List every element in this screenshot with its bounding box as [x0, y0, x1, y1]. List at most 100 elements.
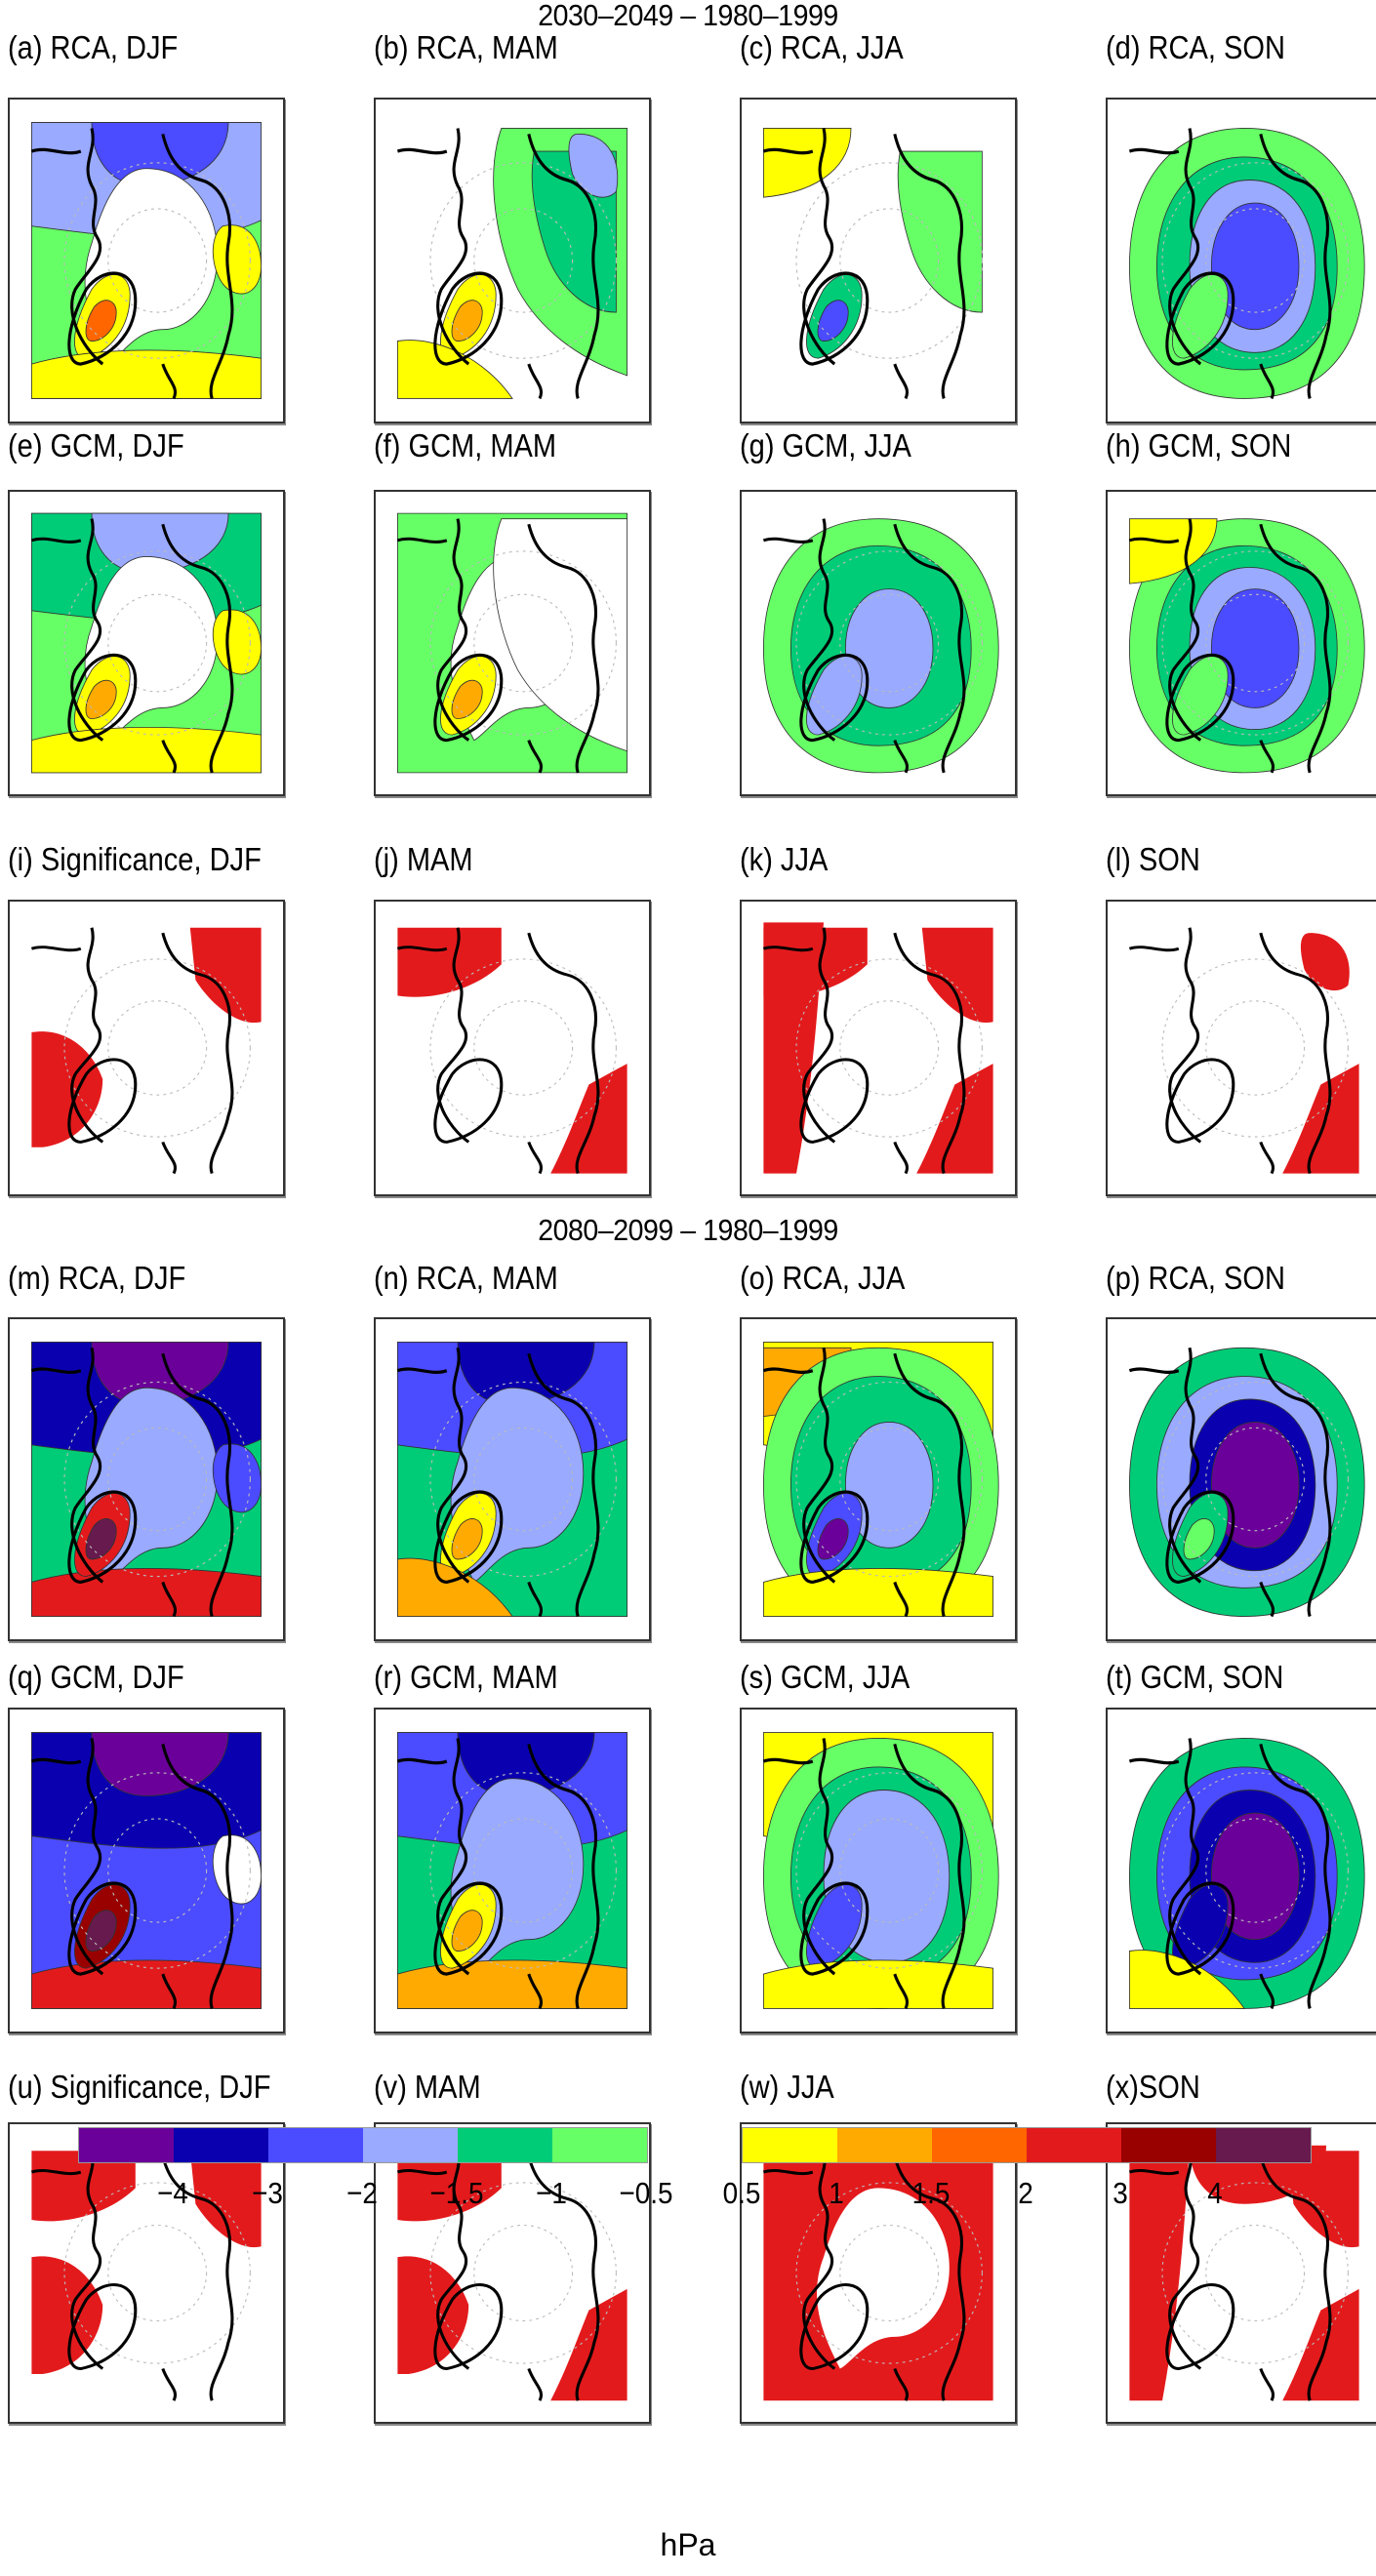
colorbar-tick-label: 0.5: [722, 2176, 761, 2210]
coastline: [1165, 1490, 1235, 1585]
map-panel-m: [8, 1317, 285, 1641]
significance-region-leftBand: [1129, 2145, 1190, 2401]
map-panel-o: [740, 1317, 1017, 1641]
coastline: [1259, 363, 1275, 400]
contour-region-greenlandS: [85, 1910, 117, 1952]
map-panel-f: [374, 490, 651, 796]
map-svg-m: [30, 1341, 263, 1618]
coastline: [893, 740, 909, 774]
graticule-circle: [1205, 2224, 1306, 2322]
contour-region-leftTop: [762, 128, 852, 198]
coastline: [30, 147, 82, 155]
map-panel-k: [740, 900, 1017, 1196]
coastline: [799, 653, 870, 743]
significance-region-sigTopRight: [189, 927, 262, 1024]
coastline: [527, 2368, 543, 2401]
colorbar-swatch-neg-4: [458, 2128, 552, 2162]
coastline: [1259, 1743, 1332, 2009]
map-panel-d: [1106, 98, 1376, 423]
contour-region-bottomL: [1128, 1950, 1245, 2009]
coastline: [396, 147, 448, 155]
map-svg-b: [396, 128, 628, 400]
map-panel-q: [8, 1708, 285, 2033]
coastline: [527, 1352, 600, 1618]
coastline: [433, 1490, 504, 1585]
map-panel-j: [374, 900, 651, 1196]
coastline: [1165, 1058, 1235, 1144]
coastline: [433, 271, 504, 366]
coastline: [396, 946, 448, 952]
coastline: [762, 1367, 814, 1374]
graticule-circle: [1161, 1772, 1349, 1969]
map-svg-l: [1128, 927, 1359, 1175]
graticule-circle: [795, 162, 983, 359]
coastline: [893, 133, 966, 399]
panel-title-r: (r) GCM, MAM: [374, 1659, 558, 1695]
colorbar-tick-label: −1: [536, 2176, 567, 2210]
graticule-circle: [1205, 593, 1306, 693]
coastline: [161, 523, 234, 774]
significance-region-sigBotRight: [916, 1064, 993, 1174]
graticule-circle: [795, 550, 983, 736]
significance-region-sigTopRight: [921, 927, 993, 1024]
panel-title-b: (b) RCA, MAM: [374, 29, 558, 65]
contour-region-greenlandS: [1183, 1518, 1215, 1560]
coastline: [893, 2368, 909, 2401]
coastline: [1165, 2283, 1235, 2371]
panel-title-h: (h) GCM, SON: [1106, 427, 1292, 463]
coastline: [396, 537, 448, 543]
graticule-circle: [1205, 208, 1306, 313]
panel-title-v: (v) MAM: [374, 2069, 481, 2105]
contour-region-bottom: [762, 1567, 994, 1618]
coastline: [1259, 1973, 1275, 2010]
coastline: [762, 147, 814, 155]
map-panel-v: [374, 2122, 651, 2424]
coastline: [433, 653, 504, 743]
contour-region-bottomL: [396, 1557, 513, 1618]
coastline: [161, 363, 177, 400]
graticule-circle: [795, 1772, 983, 1969]
colorbar-tick-label: 1: [829, 2176, 844, 2210]
contour-region-greenlandS: [451, 679, 483, 719]
coastline: [30, 1757, 82, 1765]
colorbar-swatch-neg-0: [79, 2128, 174, 2162]
map-svg-c: [762, 128, 983, 400]
coastline: [799, 1490, 870, 1585]
graticule-circle: [107, 1427, 208, 1532]
colorbar-tick-label: 1.5: [911, 2176, 951, 2210]
panel-title-i: (i) Significance, DJF: [8, 841, 262, 877]
colorbar-swatch-pos-4: [1121, 2128, 1216, 2162]
contour-region-greenlandS: [85, 300, 117, 342]
colorbar-unit-label: hPa: [660, 2527, 716, 2562]
map-svg-x: [1128, 2145, 1359, 2401]
coastline: [161, 740, 177, 774]
colorbar-swatch-pos-1: [837, 2128, 932, 2162]
contour-region-bottom: [30, 726, 263, 774]
map-svg-t: [1128, 1738, 1365, 2010]
coastline: [161, 133, 234, 399]
coastline: [161, 1743, 234, 2009]
contour-region-greenland: [1172, 274, 1229, 359]
colorbar-tick-label: −4: [157, 2176, 188, 2210]
graticule-circle: [63, 1772, 251, 1969]
graticule-circle: [473, 593, 574, 693]
graticule-circle: [839, 1818, 940, 1923]
colorbar-tick-label: 2: [1018, 2176, 1033, 2210]
graticule-circle: [839, 1427, 940, 1532]
significance-region-sigLeft: [31, 1031, 103, 1147]
coastline: [1165, 271, 1235, 366]
coastline: [396, 1367, 448, 1374]
map-panel-l: [1106, 900, 1376, 1196]
graticule-circle: [839, 1000, 940, 1096]
coastline: [161, 1141, 177, 1175]
coastline: [30, 2168, 82, 2176]
colorbar-swatch-neg-1: [174, 2128, 268, 2162]
contour-region-eastCore: [897, 150, 983, 313]
coastline: [527, 740, 543, 774]
coastline: [893, 1581, 909, 1618]
map-svg-f: [396, 512, 628, 774]
coastline: [1128, 147, 1180, 155]
graticule-circle: [473, 2224, 574, 2322]
graticule-circle: [429, 162, 617, 359]
colorbar-tick-label: −3: [252, 2176, 283, 2210]
